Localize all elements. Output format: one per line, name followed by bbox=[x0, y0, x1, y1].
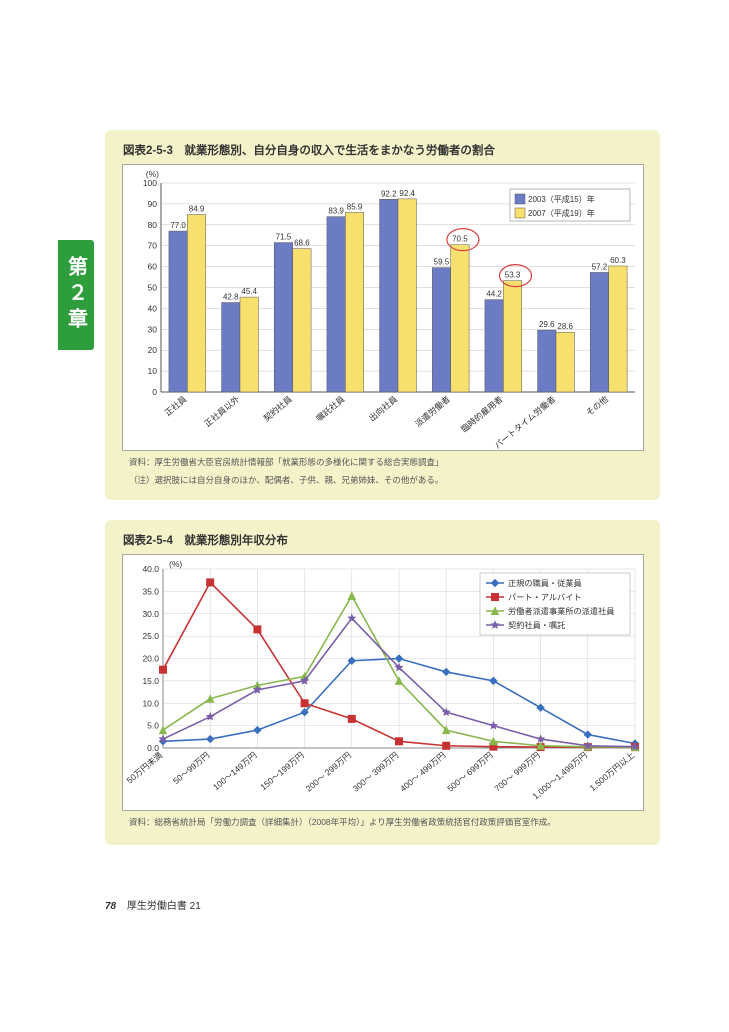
chart2-plot: (%)0.05.010.015.020.025.030.035.040.050万… bbox=[122, 554, 644, 811]
chapter-side-tab: 第２章 bbox=[58, 240, 94, 350]
chart1-note: （注）選択肢には自分自身のほか、配偶者、子供、親、兄弟姉妹、その他がある。 bbox=[119, 475, 646, 487]
svg-text:92.4: 92.4 bbox=[399, 189, 415, 198]
svg-text:臨時的雇用者: 臨時的雇用者 bbox=[459, 394, 505, 435]
svg-text:契約社員: 契約社員 bbox=[261, 394, 294, 424]
svg-text:労働者派遣事業所の派遣社員: 労働者派遣事業所の派遣社員 bbox=[508, 606, 614, 616]
chart-panel-2-5-4: 図表2-5-4 就業形態別年収分布 (%)0.05.010.015.020.02… bbox=[105, 520, 660, 845]
svg-text:42.8: 42.8 bbox=[222, 293, 238, 302]
svg-text:44.2: 44.2 bbox=[486, 290, 502, 299]
svg-text:10: 10 bbox=[147, 366, 157, 376]
svg-text:400～ 499万円: 400～ 499万円 bbox=[397, 750, 447, 794]
svg-text:90: 90 bbox=[147, 199, 157, 209]
svg-text:59.5: 59.5 bbox=[433, 258, 449, 267]
svg-text:正社員以外: 正社員以外 bbox=[202, 394, 241, 429]
page-number: 78 bbox=[105, 901, 116, 912]
svg-text:100～149万円: 100～149万円 bbox=[210, 750, 258, 792]
doc-name: 厚生労働白書 21 bbox=[127, 901, 201, 912]
svg-text:71.5: 71.5 bbox=[275, 233, 291, 242]
svg-text:150～199万円: 150～199万円 bbox=[258, 750, 306, 792]
chart2-title: 図表2-5-4 就業形態別年収分布 bbox=[123, 532, 646, 548]
svg-text:15.0: 15.0 bbox=[142, 676, 159, 686]
page-footer: 78 厚生労働白書 21 bbox=[105, 897, 201, 912]
svg-text:70: 70 bbox=[147, 241, 157, 251]
svg-text:嘱託社員: 嘱託社員 bbox=[314, 394, 347, 424]
svg-text:1,500万円以上: 1,500万円以上 bbox=[587, 750, 636, 794]
svg-text:60: 60 bbox=[147, 262, 157, 272]
svg-text:0: 0 bbox=[152, 387, 157, 397]
svg-text:700～ 999万円: 700～ 999万円 bbox=[492, 750, 542, 794]
svg-text:35.0: 35.0 bbox=[142, 586, 159, 596]
chart1-title: 図表2-5-3 就業形態別、自分自身の収入で生活をまかなう労働者の割合 bbox=[123, 142, 646, 158]
chart-panel-2-5-3: 図表2-5-3 就業形態別、自分自身の収入で生活をまかなう労働者の割合 (%)0… bbox=[105, 130, 660, 500]
svg-text:40: 40 bbox=[147, 303, 157, 313]
svg-text:80: 80 bbox=[147, 220, 157, 230]
svg-text:200～ 299万円: 200～ 299万円 bbox=[303, 750, 353, 794]
svg-text:契約社員・嘱託: 契約社員・嘱託 bbox=[508, 620, 565, 630]
chart1-source: 資料：厚生労働省大臣官房統計情報部「就業形態の多様化に関する総合実態調査」 bbox=[119, 457, 646, 469]
svg-text:45.4: 45.4 bbox=[241, 287, 257, 296]
svg-text:50～99万円: 50～99万円 bbox=[171, 750, 211, 786]
svg-text:40.0: 40.0 bbox=[142, 564, 159, 574]
svg-text:25.0: 25.0 bbox=[142, 631, 159, 641]
svg-text:57.2: 57.2 bbox=[591, 262, 607, 271]
svg-text:60.3: 60.3 bbox=[610, 256, 626, 265]
svg-text:29.6: 29.6 bbox=[538, 320, 554, 329]
svg-text:30.0: 30.0 bbox=[142, 609, 159, 619]
svg-text:92.2: 92.2 bbox=[380, 189, 396, 198]
svg-text:正規の職員・従業員: 正規の職員・従業員 bbox=[508, 578, 582, 588]
svg-text:84.9: 84.9 bbox=[188, 205, 204, 214]
svg-text:50: 50 bbox=[147, 283, 157, 293]
svg-text:正社員: 正社員 bbox=[162, 394, 188, 418]
svg-text:20: 20 bbox=[147, 345, 157, 355]
svg-text:出向社員: 出向社員 bbox=[366, 394, 399, 424]
svg-text:53.3: 53.3 bbox=[504, 271, 520, 280]
svg-text:パート・アルバイト: パート・アルバイト bbox=[508, 593, 582, 602]
svg-text:70.5: 70.5 bbox=[452, 235, 468, 244]
svg-text:その他: その他 bbox=[583, 394, 609, 418]
svg-text:77.0: 77.0 bbox=[170, 221, 186, 230]
svg-text:300～ 399万円: 300～ 399万円 bbox=[350, 750, 400, 794]
svg-text:30: 30 bbox=[147, 324, 157, 334]
svg-text:500～ 699万円: 500～ 699万円 bbox=[445, 750, 495, 794]
chart1-plot: (%)010203040506070809010077.084.9正社員42.8… bbox=[122, 164, 644, 451]
svg-text:100: 100 bbox=[142, 178, 156, 188]
svg-text:5.0: 5.0 bbox=[147, 721, 159, 731]
svg-text:2003（平成15）年: 2003（平成15）年 bbox=[528, 194, 595, 204]
chart2-source: 資料：総務省統計局「労働力調査（詳細集計）（2008年平均）」より厚生労働省政策… bbox=[119, 817, 646, 829]
svg-text:83.9: 83.9 bbox=[328, 207, 344, 216]
svg-text:20.0: 20.0 bbox=[142, 654, 159, 664]
svg-text:28.6: 28.6 bbox=[557, 322, 573, 331]
svg-text:85.9: 85.9 bbox=[346, 202, 362, 211]
svg-text:派遣労働者: 派遣労働者 bbox=[412, 394, 451, 429]
svg-text:68.6: 68.6 bbox=[294, 239, 310, 248]
svg-text:10.0: 10.0 bbox=[142, 698, 159, 708]
svg-text:(%): (%) bbox=[169, 559, 182, 569]
svg-text:2007（平成19）年: 2007（平成19）年 bbox=[528, 208, 595, 218]
svg-text:50万円未満: 50万円未満 bbox=[124, 750, 164, 786]
